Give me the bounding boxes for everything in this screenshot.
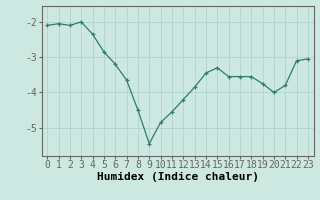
X-axis label: Humidex (Indice chaleur): Humidex (Indice chaleur): [97, 172, 259, 182]
